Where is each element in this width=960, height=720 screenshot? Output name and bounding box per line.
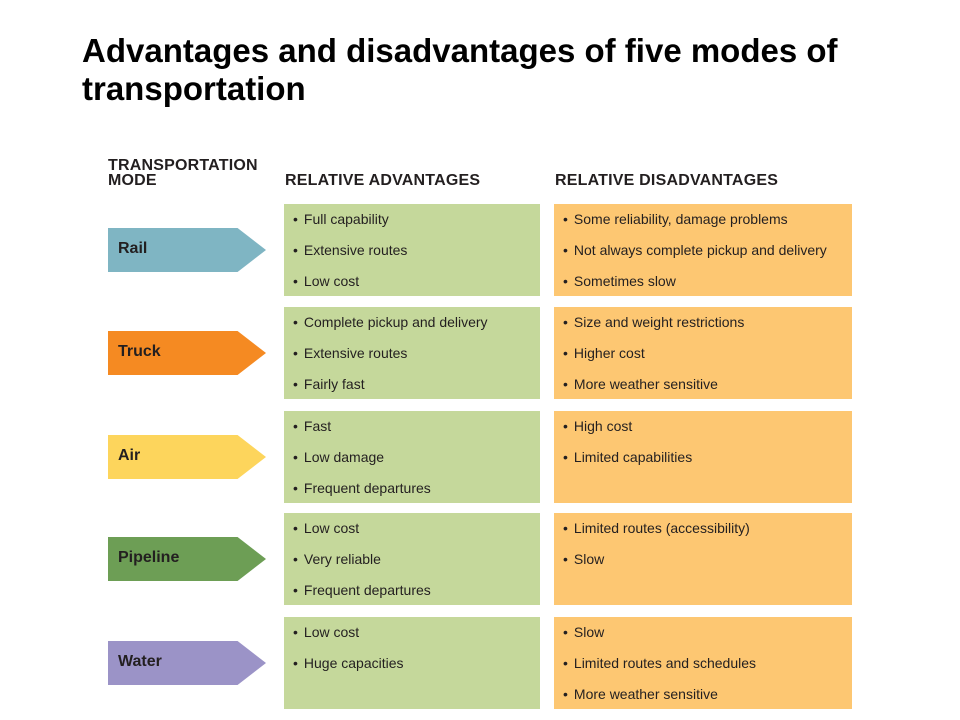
- disadvantage-item: More weather sensitive: [563, 686, 852, 717]
- mode-label-air: Air: [118, 447, 141, 464]
- disadvantages-box-air: High cost Limited capabilities: [554, 411, 852, 503]
- advantage-item: Low cost: [293, 520, 540, 551]
- disadvantage-item: Slow: [563, 624, 852, 655]
- advantage-item: Low damage: [293, 449, 540, 480]
- disadvantage-item: Higher cost: [563, 345, 852, 376]
- advantage-item: Fairly fast: [293, 376, 540, 407]
- mode-label-truck: Truck: [118, 343, 161, 360]
- advantage-item: Frequent departures: [293, 582, 540, 613]
- disadvantages-box-water: Slow Limited routes and schedules More w…: [554, 617, 852, 709]
- disadvantages-box-rail: Some reliability, damage problems Not al…: [554, 204, 852, 296]
- mode-arrow-air: Air: [108, 435, 266, 479]
- disadvantage-item: Limited routes (accessibility): [563, 520, 852, 551]
- row-rail: Rail Full capability Extensive routes Lo…: [0, 204, 960, 296]
- advantages-box-truck: Complete pickup and delivery Extensive r…: [284, 307, 540, 399]
- advantage-item: Complete pickup and delivery: [293, 314, 540, 345]
- disadvantage-item: More weather sensitive: [563, 376, 852, 407]
- advantage-item: Full capability: [293, 211, 540, 242]
- row-air: Air Fast Low damage Frequent departures …: [0, 411, 960, 503]
- advantages-box-pipeline: Low cost Very reliable Frequent departur…: [284, 513, 540, 605]
- header-transportation-mode: TRANSPORTATION MODE: [108, 157, 258, 189]
- mode-arrow-truck: Truck: [108, 331, 266, 375]
- advantage-item: Frequent departures: [293, 480, 540, 511]
- advantages-box-water: Low cost Huge capacities: [284, 617, 540, 709]
- mode-label-pipeline: Pipeline: [118, 549, 180, 566]
- disadvantage-item: Limited routes and schedules: [563, 655, 852, 686]
- disadvantage-item: Size and weight restrictions: [563, 314, 852, 345]
- row-water: Water Low cost Huge capacities Slow Limi…: [0, 617, 960, 709]
- advantage-item: Very reliable: [293, 551, 540, 582]
- mode-arrow-pipeline: Pipeline: [108, 537, 266, 581]
- disadvantage-item: Limited capabilities: [563, 449, 852, 480]
- advantages-box-air: Fast Low damage Frequent departures: [284, 411, 540, 503]
- advantage-item: Extensive routes: [293, 242, 540, 273]
- slide-title: Advantages and disadvantages of five mod…: [82, 32, 838, 107]
- mode-arrow-water: Water: [108, 641, 266, 685]
- advantages-box-rail: Full capability Extensive routes Low cos…: [284, 204, 540, 296]
- advantage-item: Huge capacities: [293, 655, 540, 686]
- row-pipeline: Pipeline Low cost Very reliable Frequent…: [0, 513, 960, 605]
- disadvantage-item: Sometimes slow: [563, 273, 852, 304]
- advantage-item: Low cost: [293, 624, 540, 655]
- disadvantage-item: High cost: [563, 418, 852, 449]
- disadvantage-item: Slow: [563, 551, 852, 582]
- row-truck: Truck Complete pickup and delivery Exten…: [0, 307, 960, 399]
- advantage-item: Low cost: [293, 273, 540, 304]
- disadvantages-box-truck: Size and weight restrictions Higher cost…: [554, 307, 852, 399]
- mode-label-rail: Rail: [118, 240, 148, 257]
- header-relative-disadvantages: RELATIVE DISADVANTAGES: [555, 172, 779, 189]
- disadvantage-item: Not always complete pickup and delivery: [563, 242, 852, 273]
- header-relative-advantages: RELATIVE ADVANTAGES: [285, 172, 481, 189]
- advantage-item: Extensive routes: [293, 345, 540, 376]
- disadvantages-box-pipeline: Limited routes (accessibility) Slow: [554, 513, 852, 605]
- mode-arrow-rail: Rail: [108, 228, 266, 272]
- mode-label-water: Water: [118, 653, 162, 670]
- advantage-item: Fast: [293, 418, 540, 449]
- disadvantage-item: Some reliability, damage problems: [563, 211, 852, 242]
